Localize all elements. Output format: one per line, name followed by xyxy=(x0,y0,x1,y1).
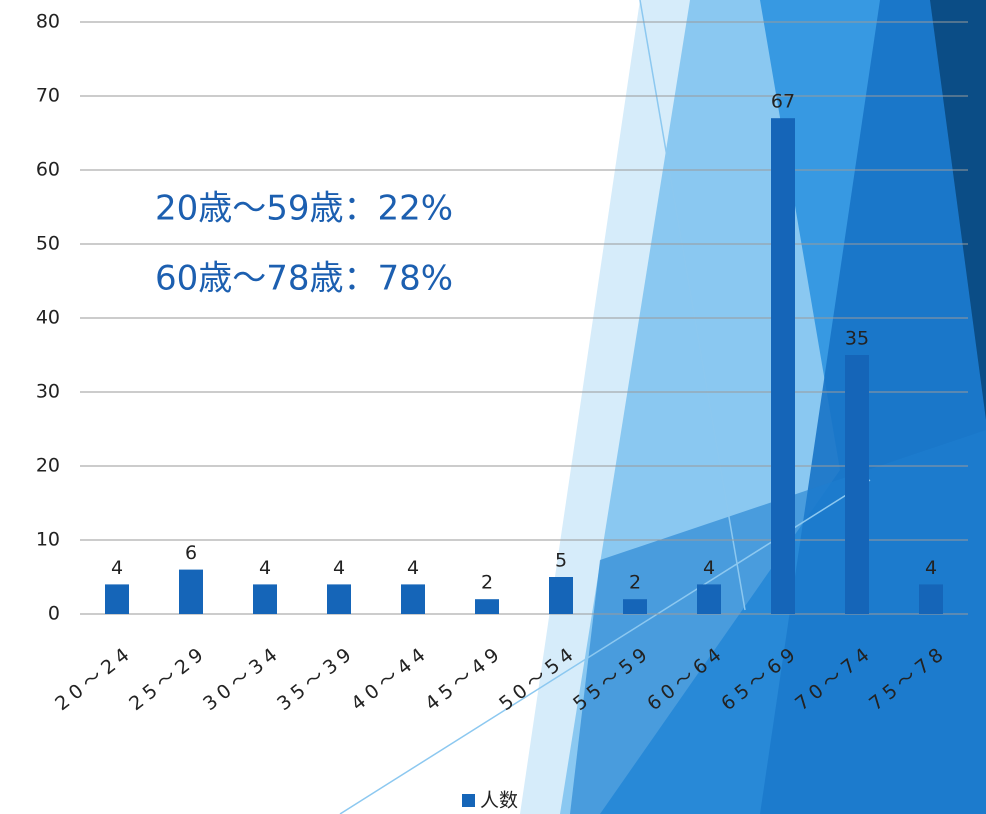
bar xyxy=(697,584,721,614)
bar xyxy=(549,577,573,614)
data-label: 4 xyxy=(111,557,123,579)
y-tick-label: 60 xyxy=(36,159,60,181)
bar xyxy=(475,599,499,614)
legend-swatch xyxy=(462,794,475,807)
y-tick-label: 40 xyxy=(36,307,60,329)
bar xyxy=(919,584,943,614)
bar xyxy=(845,355,869,614)
y-tick-label: 30 xyxy=(36,381,60,403)
data-label: 4 xyxy=(333,557,345,579)
data-label: 35 xyxy=(845,328,869,350)
data-label: 67 xyxy=(771,91,795,113)
data-label: 2 xyxy=(481,572,493,594)
bar xyxy=(105,584,129,614)
data-label: 4 xyxy=(703,557,715,579)
y-tick-label: 80 xyxy=(36,11,60,33)
y-tick-label: 20 xyxy=(36,455,60,477)
y-tick-label: 10 xyxy=(36,529,60,551)
y-tick-label: 70 xyxy=(36,85,60,107)
annotation: 20歳～59歳：22% xyxy=(155,189,453,229)
bar xyxy=(253,584,277,614)
bar xyxy=(771,118,795,614)
y-tick-label: 0 xyxy=(48,603,60,625)
legend-label: 人数 xyxy=(480,790,518,812)
data-label: 4 xyxy=(407,557,419,579)
data-label: 6 xyxy=(185,542,197,564)
bar xyxy=(401,584,425,614)
annotation: 60歳～78歳：78% xyxy=(155,259,453,299)
bar xyxy=(179,569,203,614)
data-label: 2 xyxy=(629,572,641,594)
bar xyxy=(327,584,351,614)
y-tick-label: 50 xyxy=(36,233,60,255)
data-label: 4 xyxy=(259,557,271,579)
data-label: 4 xyxy=(925,557,937,579)
bar xyxy=(623,599,647,614)
data-label: 5 xyxy=(555,550,567,572)
